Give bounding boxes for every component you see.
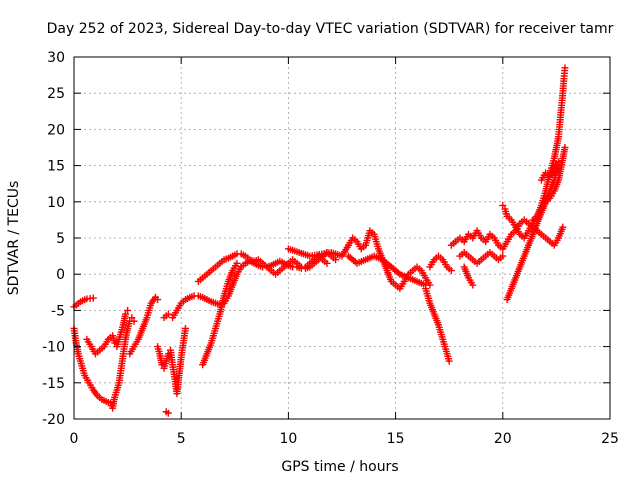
series-tamr_j <box>199 259 241 369</box>
data-point <box>561 144 569 151</box>
x-tick-label: 0 <box>70 431 79 447</box>
x-tick-label: 5 <box>177 431 186 447</box>
x-tick-label: 10 <box>279 431 297 447</box>
series-tamr_c <box>83 306 132 358</box>
x-tick-label: 20 <box>494 431 512 447</box>
y-tick-label: -5 <box>51 303 65 319</box>
data-point <box>89 294 97 302</box>
series-tamr_p <box>456 248 507 267</box>
data-point <box>499 252 507 260</box>
chart-grid <box>74 57 610 419</box>
data-point <box>447 267 455 275</box>
y-tick-label: 30 <box>47 50 65 66</box>
series-tamr_e <box>154 325 189 398</box>
data-point <box>124 306 132 314</box>
data-point <box>154 296 162 304</box>
series-tamr_g <box>160 310 172 322</box>
data-point <box>559 223 567 231</box>
data-point <box>121 310 129 318</box>
data-point <box>164 409 172 417</box>
series-tamr_m <box>422 285 453 365</box>
series-tamr_i <box>194 250 331 285</box>
y-tick-label: 5 <box>56 231 65 247</box>
x-tick-label: 15 <box>387 431 405 447</box>
data-point <box>130 317 138 325</box>
data-point <box>164 310 172 318</box>
series-tamr_t <box>529 64 569 224</box>
data-point <box>181 325 189 332</box>
series-tamr_l <box>344 252 430 289</box>
y-tick-label: 10 <box>47 195 65 211</box>
data-point <box>561 64 569 72</box>
series-tamr_a <box>70 294 97 311</box>
y-tick-label: 0 <box>56 267 65 283</box>
y-tick-label: 25 <box>47 86 65 102</box>
chart-title: Day 252 of 2023, Sidereal Day-to-day VTE… <box>47 21 614 37</box>
axis-ticks: 0 5 10 15 20 25 -20 -15 -10 -5 0 5 10 15 20 25 30 <box>42 50 619 447</box>
data-point <box>469 281 477 289</box>
y-tick-label: -20 <box>42 412 65 428</box>
y-axis-label: SDTVAR / TECUs <box>6 181 22 296</box>
data-point <box>499 201 507 209</box>
series-tamr_u <box>537 158 563 184</box>
data-point <box>555 158 563 166</box>
data-point <box>233 259 241 267</box>
x-tick-label: 25 <box>601 431 619 447</box>
series-tamr_s <box>503 162 563 304</box>
y-tick-label: 20 <box>47 122 65 138</box>
series-tamr_n <box>426 252 455 275</box>
x-axis-label: GPS time / hours <box>281 459 398 475</box>
data-point <box>128 314 136 322</box>
y-tick-label: -15 <box>42 376 65 392</box>
data-points <box>70 64 569 417</box>
data-point <box>445 357 453 365</box>
series-tamr_b <box>70 314 138 412</box>
series-tamr_q <box>460 263 477 289</box>
y-tick-label: 15 <box>47 159 65 175</box>
series-tamr_d <box>126 293 162 358</box>
y-tick-label: -10 <box>42 340 65 356</box>
series-tamr_f <box>162 408 172 417</box>
data-point <box>323 259 331 267</box>
